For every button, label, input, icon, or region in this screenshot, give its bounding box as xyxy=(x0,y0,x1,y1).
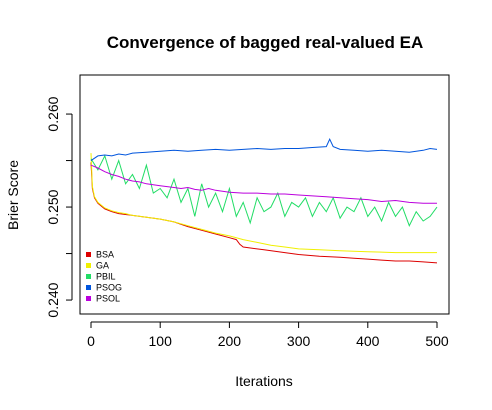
series-line-ga xyxy=(90,153,437,254)
plot-frame xyxy=(79,74,450,315)
x-tick-label: 500 xyxy=(425,333,449,349)
series-line-pbil xyxy=(90,154,438,227)
legend-label: BSA xyxy=(96,250,114,260)
y-tick-label: 0.250 xyxy=(45,189,61,224)
y-axis: 0.240 0.250 0.260 xyxy=(45,96,73,318)
legend-swatch xyxy=(86,296,91,301)
legend-label: PSOG xyxy=(96,283,122,293)
x-tick-label: 400 xyxy=(356,333,380,349)
chart-title: Convergence of bagged real-valued EA xyxy=(107,33,423,52)
y-tick-label: 0.240 xyxy=(45,282,61,317)
y-axis-label: Brier Score xyxy=(5,160,21,230)
x-tick-label: 200 xyxy=(218,333,242,349)
series-line-psog xyxy=(90,138,438,162)
legend-swatch xyxy=(86,263,91,268)
legend-swatch xyxy=(86,252,91,257)
series-line-bsa xyxy=(90,162,438,264)
x-axis: 0 100 200 300 400 500 xyxy=(87,321,449,349)
legend-label: PBIL xyxy=(96,272,116,282)
x-tick-label: 0 xyxy=(87,333,95,349)
legend-swatch xyxy=(86,285,91,290)
legend-swatch xyxy=(86,274,91,279)
series-line-psol xyxy=(90,164,437,204)
x-tick-label: 100 xyxy=(149,333,173,349)
series-layer xyxy=(90,138,438,264)
legend-label: GA xyxy=(96,261,109,271)
x-axis-label: Iterations xyxy=(235,373,293,389)
x-tick-label: 300 xyxy=(287,333,311,349)
y-tick-label: 0.260 xyxy=(45,96,61,131)
legend-label: PSOL xyxy=(96,294,120,304)
